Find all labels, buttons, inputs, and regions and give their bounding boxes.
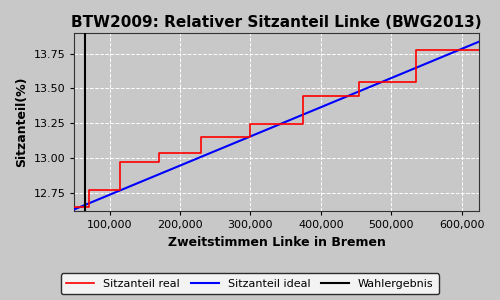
Sitzanteil real bbox=[198, 152, 204, 155]
Sitzanteil real bbox=[86, 205, 91, 208]
Sitzanteil real bbox=[156, 160, 162, 164]
Sitzanteil real bbox=[72, 205, 78, 208]
Sitzanteil real bbox=[441, 48, 447, 52]
Sitzanteil real bbox=[413, 80, 419, 84]
Sitzanteil real bbox=[413, 48, 419, 52]
Sitzanteil real bbox=[248, 122, 254, 126]
Y-axis label: Sitzanteil(%): Sitzanteil(%) bbox=[15, 77, 28, 167]
Sitzanteil real bbox=[413, 80, 419, 84]
Sitzanteil real bbox=[156, 160, 162, 164]
Sitzanteil real bbox=[476, 48, 482, 52]
Sitzanteil real bbox=[384, 80, 390, 84]
Sitzanteil real bbox=[117, 188, 123, 192]
Sitzanteil real bbox=[248, 135, 254, 139]
Sitzanteil real bbox=[356, 80, 362, 84]
Sitzanteil real bbox=[328, 94, 334, 98]
Sitzanteil real bbox=[300, 94, 306, 98]
Sitzanteil real bbox=[177, 152, 183, 155]
X-axis label: Zweitstimmen Linke in Bremen: Zweitstimmen Linke in Bremen bbox=[168, 236, 386, 249]
Sitzanteil real bbox=[356, 94, 362, 98]
Sitzanteil real bbox=[198, 135, 204, 139]
Sitzanteil real bbox=[117, 160, 123, 164]
Sitzanteil real bbox=[300, 122, 306, 126]
Sitzanteil real bbox=[356, 94, 362, 98]
Sitzanteil real bbox=[223, 135, 229, 139]
Legend: Sitzanteil real, Sitzanteil ideal, Wahlergebnis: Sitzanteil real, Sitzanteil ideal, Wahle… bbox=[61, 273, 439, 294]
Sitzanteil real bbox=[198, 152, 204, 155]
Sitzanteil real bbox=[248, 135, 254, 139]
Sitzanteil real bbox=[117, 188, 123, 192]
Sitzanteil real bbox=[100, 188, 105, 192]
Sitzanteil real bbox=[135, 160, 141, 164]
Line: Sitzanteil real: Sitzanteil real bbox=[74, 50, 479, 206]
Sitzanteil real bbox=[86, 205, 91, 208]
Sitzanteil real bbox=[156, 152, 162, 155]
Sitzanteil real bbox=[300, 122, 306, 126]
Title: BTW2009: Relativer Sitzanteil Linke (BWG2013): BTW2009: Relativer Sitzanteil Linke (BWG… bbox=[72, 15, 482, 30]
Sitzanteil real bbox=[86, 188, 91, 192]
Sitzanteil real bbox=[272, 122, 278, 126]
